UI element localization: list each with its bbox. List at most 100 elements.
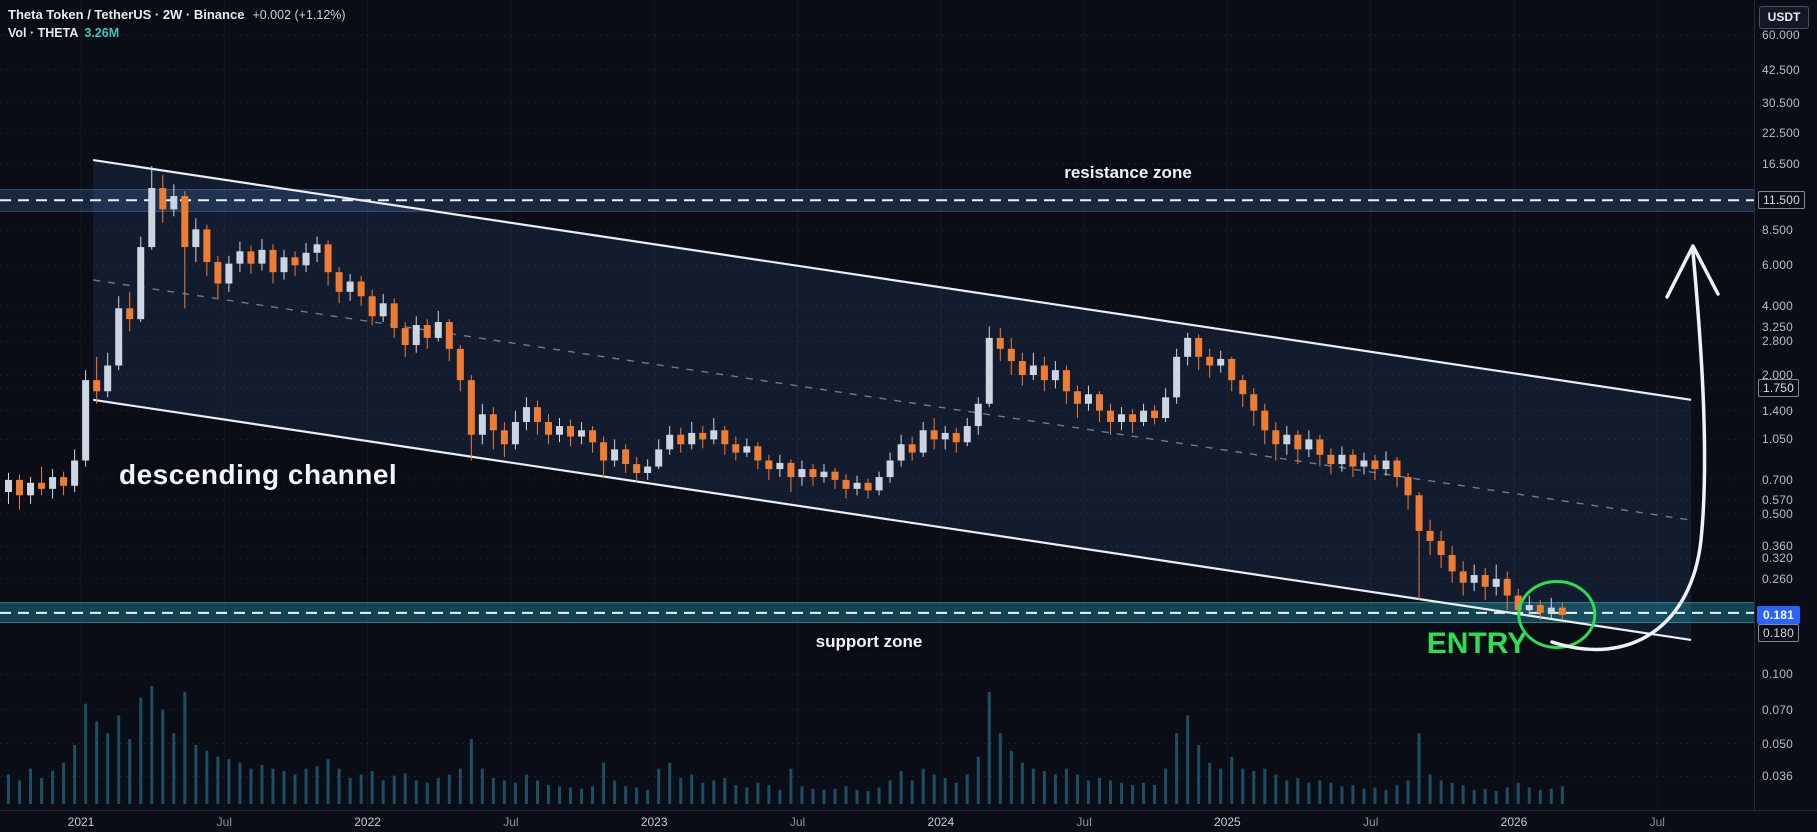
time-tick-label: Jul: [1363, 815, 1379, 829]
candlestick-chart-svg[interactable]: [0, 0, 1754, 810]
currency-button[interactable]: USDT: [1759, 6, 1809, 29]
candle-body: [313, 244, 321, 253]
volume-bar: [998, 733, 1002, 804]
candle-body: [82, 380, 90, 461]
volume-bar: [150, 686, 154, 804]
volume-bar: [943, 778, 947, 804]
volume-bar: [1142, 782, 1146, 804]
volume-bar: [524, 774, 528, 804]
candle-body: [831, 471, 839, 480]
candle-body: [1040, 365, 1048, 381]
volume-bar: [1483, 788, 1487, 804]
price-tick-label: 16.500: [1762, 157, 1800, 172]
candle-body: [1107, 410, 1114, 422]
resistance-zone-label[interactable]: resistance zone: [1064, 163, 1192, 182]
price-tick-label: 0.360: [1762, 539, 1794, 554]
candle-body: [291, 257, 299, 266]
descending-channel-label[interactable]: descending channel: [119, 459, 398, 490]
candle-body: [500, 430, 508, 445]
volume-bar: [877, 787, 881, 804]
descending-channel-fill[interactable]: [93, 160, 1692, 640]
volume-bar: [326, 759, 330, 804]
volume-bar: [1109, 780, 1112, 804]
price-tick-label: 0.570: [1762, 493, 1794, 508]
volume-bar: [1186, 715, 1190, 804]
candle-body: [302, 252, 310, 266]
candle-body: [1514, 595, 1522, 611]
volume-bar: [1064, 768, 1068, 804]
candle-body: [655, 449, 663, 467]
candle-body: [324, 244, 332, 273]
candle-body: [5, 479, 12, 493]
volume-bar: [976, 756, 980, 804]
breakout-arrow[interactable]: [1550, 250, 1707, 652]
volume-bar: [1307, 782, 1311, 804]
price-tick-label: 42.500: [1762, 62, 1800, 77]
chart-plot-area[interactable]: Theta Token / TetherUS · 2W · Binance +0.…: [0, 0, 1754, 810]
candle-body: [181, 196, 189, 248]
price-axis[interactable]: USDT 60.000 42.500 30.500 22.500 16.500 11.50…: [1754, 0, 1817, 810]
volume-bar: [1362, 788, 1366, 804]
candle-body: [589, 430, 597, 443]
channel-lower-line[interactable]: [92, 398, 1692, 642]
time-axis[interactable]: 2021 Jul 2022 Jul 2023 Jul 2024 Jul 2025 Jul 2026 J…: [0, 810, 1817, 832]
volume-bar: [602, 762, 606, 804]
candle-body: [137, 247, 145, 320]
candle-body: [16, 479, 24, 496]
candle-body: [390, 303, 398, 329]
candle-body: [412, 325, 420, 346]
price-tick-label: 1.750: [1758, 379, 1800, 398]
candle-body: [1371, 460, 1379, 470]
candle-body: [27, 482, 35, 496]
candle-body: [1448, 555, 1456, 572]
volume-bar: [1086, 780, 1090, 804]
volume-bar: [1560, 786, 1564, 804]
candle-body: [1316, 439, 1324, 455]
time-tick-label: Jul: [1076, 815, 1092, 829]
candle-body: [1437, 540, 1445, 556]
candle-body: [633, 464, 641, 474]
candle-body: [1151, 410, 1159, 419]
candle-body: [864, 482, 872, 491]
candle-body: [1481, 575, 1489, 587]
volume-bar: [447, 774, 451, 804]
volume-label[interactable]: Vol · THETA: [8, 26, 79, 40]
price-tick-label: 0.070: [1762, 702, 1794, 717]
time-tick-label: Jul: [789, 815, 806, 829]
candle-body: [1305, 439, 1313, 450]
volume-bar: [888, 780, 892, 804]
volume-bar: [29, 768, 33, 804]
candle-body: [743, 446, 751, 453]
volume-bar: [249, 768, 253, 804]
volume-bar: [1439, 780, 1443, 804]
entry-circle[interactable]: [1517, 579, 1597, 649]
resistance-zone[interactable]: [0, 189, 1754, 212]
candle-body: [578, 430, 586, 437]
candle-body: [1393, 460, 1401, 478]
volume-bar: [260, 765, 264, 804]
volume-bar: [1329, 782, 1333, 804]
candle-body: [1029, 365, 1037, 376]
support-zone[interactable]: [0, 602, 1754, 623]
candle-body: [952, 432, 960, 443]
candle-body: [919, 430, 927, 453]
candle-body: [1239, 380, 1247, 395]
price-tick-label: 0.500: [1762, 506, 1794, 521]
support-zone-label[interactable]: support zone: [815, 632, 923, 651]
price-tick-label: 6.000: [1762, 258, 1794, 273]
entry-label[interactable]: ENTRY: [1426, 627, 1528, 660]
volume-bar: [1318, 780, 1322, 804]
candle-body: [1217, 358, 1225, 366]
volume-bar: [1384, 789, 1388, 804]
volume-bar: [73, 745, 77, 804]
volume-bar: [458, 768, 462, 804]
volume-bar: [106, 733, 110, 804]
volume-bar: [965, 774, 969, 804]
channel-upper-line[interactable]: [92, 159, 1692, 401]
volume-bar: [910, 780, 914, 804]
volume-bar: [359, 774, 363, 804]
symbol-title[interactable]: Theta Token / TetherUS · 2W · Binance: [8, 7, 245, 22]
volume-bar: [1263, 768, 1267, 804]
candle-body: [357, 281, 365, 297]
